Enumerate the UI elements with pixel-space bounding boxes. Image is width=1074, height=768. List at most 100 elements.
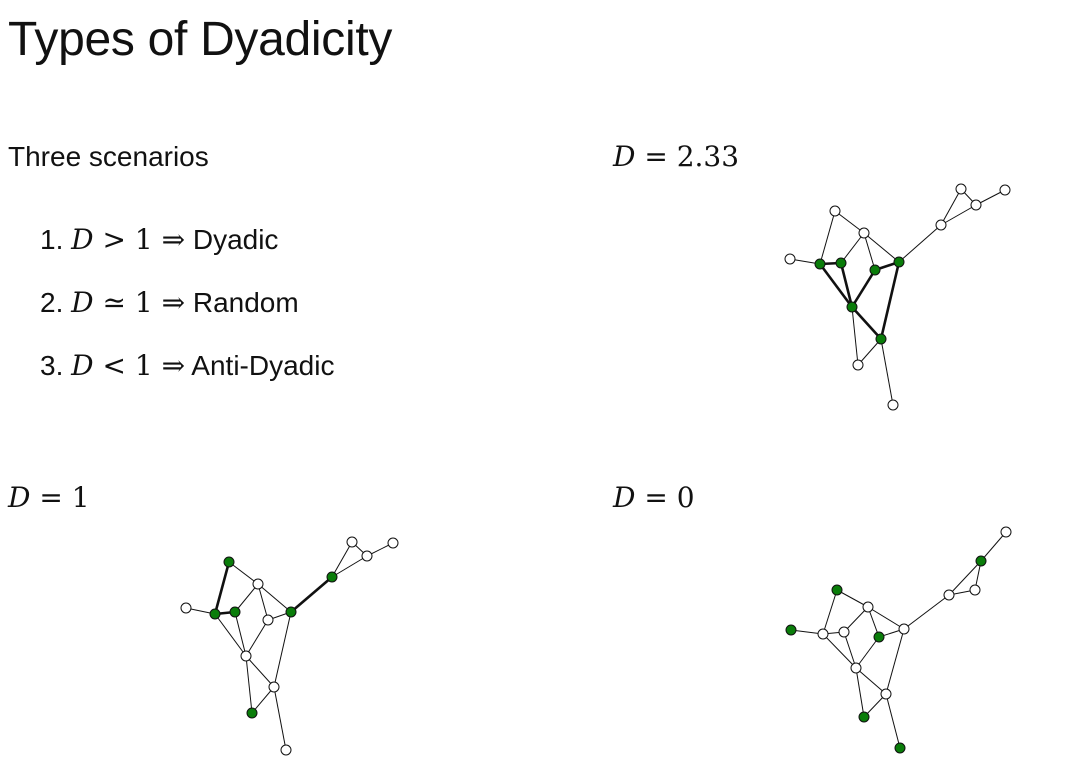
graph-node-white bbox=[817, 628, 829, 640]
graph-node-green bbox=[223, 556, 235, 568]
scenario-list: 1. D > 1 ⇒ Dyadic 2. D ≃ 1 ⇒ Random 3. D… bbox=[40, 220, 334, 409]
graph-edge bbox=[257, 583, 292, 613]
graph-edge-same-type bbox=[213, 561, 231, 615]
graph-node-white bbox=[858, 227, 870, 239]
graph-edge bbox=[819, 210, 836, 265]
relation: > 1 bbox=[102, 223, 153, 256]
variable-d: D bbox=[71, 223, 94, 256]
graph-node-white bbox=[887, 399, 899, 411]
graph-node-white bbox=[346, 536, 358, 548]
variable-d: D bbox=[71, 349, 94, 382]
graph-edge bbox=[257, 583, 269, 621]
graph-edge bbox=[214, 613, 247, 657]
graph-edge bbox=[855, 667, 865, 718]
graph-node-green bbox=[975, 555, 987, 567]
graph-edge-same-type bbox=[818, 263, 854, 308]
graph-edge bbox=[331, 541, 353, 578]
graph-node-green bbox=[229, 606, 241, 618]
graph-node-white bbox=[262, 614, 274, 626]
graph-edge bbox=[251, 686, 275, 714]
list-number: 2. bbox=[40, 287, 64, 318]
graph-bottom-left bbox=[180, 536, 399, 756]
graph-node-white bbox=[898, 623, 910, 635]
graph-node-green bbox=[846, 301, 858, 313]
graph-edge bbox=[273, 686, 287, 751]
dyadicity-label-bottom-right: D = 0 bbox=[613, 481, 695, 514]
graph-edge bbox=[880, 338, 894, 406]
graph-node-white bbox=[829, 205, 841, 217]
graph-edge-same-type bbox=[850, 269, 877, 308]
graph-edge bbox=[273, 611, 292, 688]
implies-arrow: ⇒ bbox=[161, 349, 186, 382]
relation: ≃ 1 bbox=[102, 286, 153, 319]
graph-node-white bbox=[1000, 526, 1012, 538]
graph-node-green bbox=[285, 606, 297, 618]
graph-edge bbox=[228, 561, 259, 585]
graph-node-white bbox=[268, 681, 280, 693]
list-item: 2. D ≃ 1 ⇒ Random bbox=[40, 283, 334, 346]
graph-node-green bbox=[246, 707, 258, 719]
list-item: 1. D > 1 ⇒ Dyadic bbox=[40, 220, 334, 283]
graph-node-green bbox=[875, 333, 887, 345]
graph-edge bbox=[843, 606, 869, 633]
graph-node-green bbox=[785, 624, 797, 636]
graph-node-green bbox=[209, 608, 221, 620]
graph-node-white bbox=[280, 744, 292, 756]
graph-node-white bbox=[955, 183, 967, 195]
implies-arrow: ⇒ bbox=[161, 286, 186, 319]
graph-node-white bbox=[943, 589, 955, 601]
graph-node-green bbox=[814, 258, 826, 270]
graph-edge-same-type bbox=[839, 262, 854, 308]
graph-edge bbox=[245, 619, 269, 657]
graph-edge bbox=[822, 633, 857, 669]
graph-edge bbox=[867, 606, 905, 630]
graph-node-white bbox=[850, 662, 862, 674]
scenario-label: Anti-Dyadic bbox=[191, 350, 335, 381]
implies-arrow: ⇒ bbox=[161, 223, 186, 256]
variable-d: D bbox=[71, 286, 94, 319]
graph-node-white bbox=[784, 253, 796, 265]
graph-node-white bbox=[970, 199, 982, 211]
graph-node-white bbox=[180, 602, 192, 614]
list-number: 3. bbox=[40, 350, 64, 381]
graph-edge bbox=[885, 693, 901, 749]
graph-top-right bbox=[784, 183, 1011, 411]
graph-edge bbox=[331, 555, 368, 578]
list-item: 3. D < 1 ⇒ Anti-Dyadic bbox=[40, 346, 334, 409]
graph-node-green bbox=[858, 711, 870, 723]
graph-node-white bbox=[387, 537, 399, 549]
graph-edge bbox=[980, 531, 1007, 562]
graph-edge bbox=[863, 232, 900, 263]
graph-node-white bbox=[852, 359, 864, 371]
dyadicity-label-bottom-left: D = 1 bbox=[8, 481, 90, 514]
graph-node-green bbox=[894, 742, 906, 754]
graph-edge bbox=[234, 583, 259, 613]
dyadicity-label-top-right: D = 2.33 bbox=[613, 140, 740, 173]
graph-edge-same-type bbox=[290, 576, 333, 613]
scenario-label: Dyadic bbox=[192, 224, 279, 255]
graph-node-green bbox=[869, 264, 881, 276]
graph-edge bbox=[855, 667, 887, 695]
graph-edge bbox=[840, 232, 865, 264]
graph-edge-same-type bbox=[851, 306, 882, 340]
graph-node-white bbox=[252, 578, 264, 590]
graph-node-green bbox=[873, 631, 885, 643]
graph-edge bbox=[857, 338, 882, 366]
graph-edge bbox=[843, 631, 857, 669]
graph-node-green bbox=[831, 584, 843, 596]
graph-edge bbox=[940, 204, 977, 226]
graph-node-white bbox=[880, 688, 892, 700]
graph-edge bbox=[245, 655, 275, 688]
graph-node-white bbox=[240, 650, 252, 662]
graph-edge-same-type bbox=[879, 261, 901, 340]
graph-edge bbox=[903, 594, 950, 630]
graph-edge bbox=[855, 636, 880, 669]
list-number: 1. bbox=[40, 224, 64, 255]
graph-edge bbox=[898, 224, 942, 263]
graph-edge bbox=[822, 589, 838, 635]
graph-edge bbox=[836, 589, 869, 608]
graph-edge bbox=[863, 232, 876, 271]
graph-node-green bbox=[835, 257, 847, 269]
graph-edge bbox=[948, 560, 982, 596]
